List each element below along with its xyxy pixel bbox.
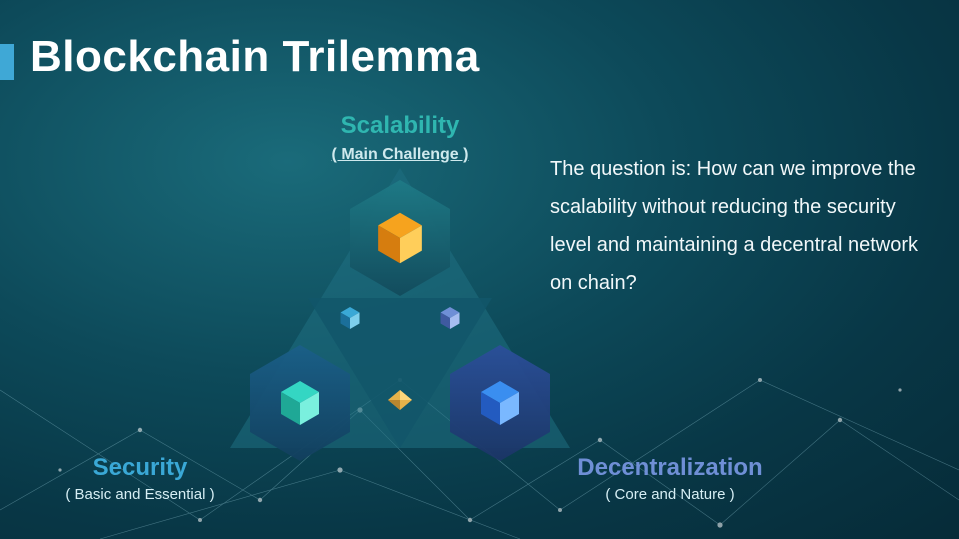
vertex-scalability-label: Scalability bbox=[280, 112, 520, 140]
vertex-decentralization-sub: ( Core and Nature ) bbox=[540, 486, 800, 503]
page-title: Blockchain Trilemma bbox=[30, 32, 480, 82]
vertex-security-sub: ( Basic and Essential ) bbox=[40, 486, 240, 503]
title-accent-bar bbox=[0, 44, 14, 80]
trilemma-diagram bbox=[190, 168, 610, 468]
vertex-scalability-sub: ( Main Challenge ) bbox=[280, 146, 520, 164]
